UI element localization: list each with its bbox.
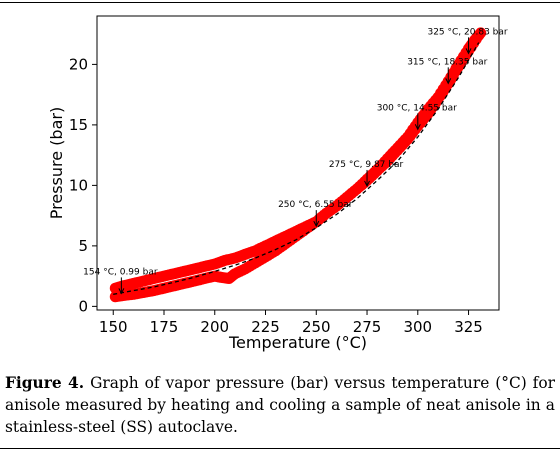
- y-axis: 0 5 10 15 20: [69, 55, 97, 315]
- annotation-arrowhead: [445, 78, 452, 85]
- y-axis-title: Pressure (bar): [47, 107, 66, 219]
- fit-line-path: [113, 42, 480, 295]
- annotation-label: 154 °C, 0.99 bar: [83, 267, 158, 277]
- x-tick-label: 150: [99, 318, 128, 336]
- x-tick-label: 175: [150, 318, 179, 336]
- x-tick-label: 225: [251, 318, 280, 336]
- y-tick-label: 5: [78, 237, 88, 255]
- plot-frame: [96, 15, 500, 311]
- x-tick-label: 300: [403, 318, 432, 336]
- y-tick-label: 20: [69, 55, 88, 73]
- y-tick-label: 0: [78, 297, 88, 315]
- top-rule: [0, 2, 560, 3]
- annotation-arrowhead: [118, 288, 125, 295]
- annotation-label: 300 °C, 14.55 bar: [377, 103, 457, 113]
- x-tick-label: 200: [200, 318, 229, 336]
- annotations: 154 °C, 0.99 bar 250 °C, 6.55 bar 275 °C, …: [83, 27, 508, 295]
- annotation-arrowhead: [313, 220, 320, 228]
- y-tick-label: 15: [69, 116, 88, 134]
- caption-label: Figure 4.: [5, 374, 85, 392]
- annotation-label: 315 °C, 18.35 bar: [407, 57, 487, 67]
- x-axis-title: Temperature (°C): [228, 333, 367, 352]
- x-tick-label: 275: [353, 318, 382, 336]
- x-tick-label: 250: [302, 318, 331, 336]
- annotation-arrowhead: [414, 124, 421, 131]
- figure-caption: Figure 4. Graph of vapor pressure (bar) …: [5, 372, 555, 438]
- x-axis: 150 175 200 225 250 275 300 325: [99, 310, 483, 336]
- annotation-arrowhead: [364, 180, 370, 188]
- annotation-label: 275 °C, 9.87 bar: [329, 160, 404, 170]
- vapor-pressure-chart: 154 °C, 0.99 bar 250 °C, 6.55 bar 275 °C, …: [47, 15, 508, 352]
- bottom-rule: [0, 448, 560, 449]
- x-tick-label: 325: [454, 318, 483, 336]
- annotation-label: 325 °C, 20.83 bar: [427, 27, 507, 37]
- caption-text: Graph of vapor pressure (bar) versus tem…: [5, 374, 555, 436]
- data-point: [473, 29, 485, 41]
- annotation-label: 250 °C, 6.55 bar: [278, 200, 353, 210]
- fit-line: [113, 42, 480, 295]
- annotation-arrowhead: [465, 48, 472, 55]
- y-tick-label: 10: [69, 176, 88, 194]
- data-points: [109, 27, 487, 303]
